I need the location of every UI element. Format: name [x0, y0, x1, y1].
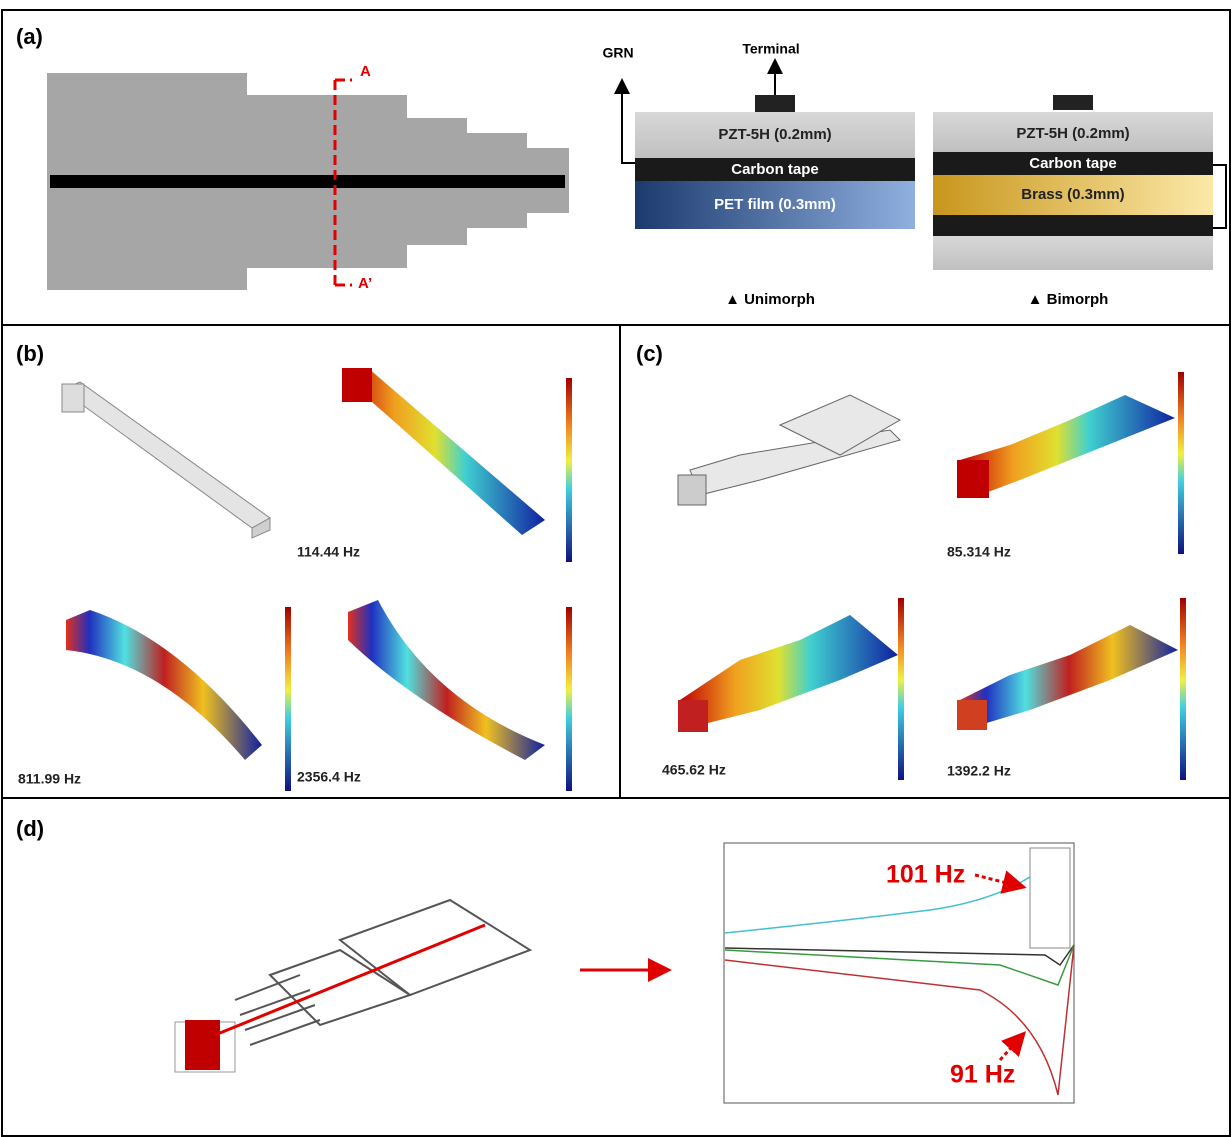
layer-label: PET film (0.3mm)	[714, 196, 836, 213]
terminal-label: Terminal	[742, 41, 799, 57]
simulation-mode-2	[678, 598, 904, 780]
panel-label: (c)	[636, 341, 663, 366]
terminal-block	[755, 95, 795, 112]
frequency-label: 114.44 Hz	[297, 544, 360, 560]
simulation-mode-2	[66, 607, 291, 791]
panel-label: (a)	[16, 24, 43, 49]
panel-label: (d)	[16, 816, 44, 841]
ground-arrow	[622, 86, 635, 163]
simulation-undeformed	[678, 395, 900, 505]
layer-label: PZT-5H (0.2mm)	[1016, 125, 1129, 142]
frequency-label: 811.99 Hz	[18, 771, 81, 787]
caption: ▲ Unimorph	[725, 291, 815, 308]
simulation-mode-3	[348, 600, 572, 791]
proof-mass	[185, 1020, 220, 1070]
layer-label: PZT-5H (0.2mm)	[718, 126, 831, 143]
caption: ▲ Bimorph	[1028, 291, 1109, 308]
ground-label: GRN	[602, 45, 633, 61]
panel-label: (b)	[16, 341, 44, 366]
layer-label: Carbon tape	[1029, 155, 1117, 172]
cut-line	[215, 925, 485, 1035]
annotation: 101 Hz	[886, 861, 965, 889]
annotation: 91 Hz	[950, 1061, 1015, 1089]
simulation-mode-1	[342, 368, 572, 562]
pzt-layer	[933, 236, 1213, 270]
simulation-mode-1	[957, 372, 1184, 554]
section-label: A’	[358, 275, 372, 292]
electrode-strip	[50, 175, 565, 188]
layer-label: Carbon tape	[731, 161, 819, 178]
section-label: A	[360, 63, 371, 80]
simulation-undeformed	[62, 382, 270, 538]
frequency-label: 85.314 Hz	[947, 544, 1011, 560]
simulation-mode-3	[957, 598, 1186, 780]
layer-label: Brass (0.3mm)	[1021, 186, 1124, 203]
figure: (a) A A’ GRN Terminal PZT-5H (0.2mm) Car…	[0, 0, 1232, 1137]
terminal-block	[1053, 95, 1093, 110]
mesh-model	[175, 900, 530, 1072]
frequency-label: 465.62 Hz	[662, 762, 726, 778]
frequency-label: 1392.2 Hz	[947, 763, 1011, 779]
carbon-layer	[933, 215, 1213, 236]
connector	[1213, 165, 1226, 228]
frequency-label: 2356.4 Hz	[297, 769, 361, 785]
